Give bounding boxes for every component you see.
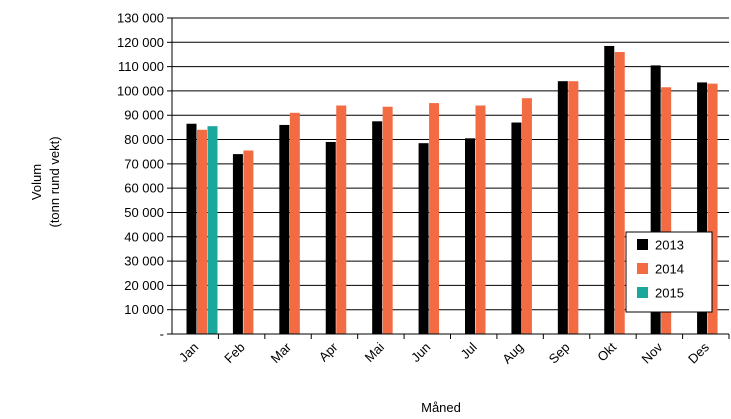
y-tick-label: 30 000 bbox=[124, 254, 164, 269]
y-tick-label: 80 000 bbox=[124, 132, 164, 147]
y-tick-label: 20 000 bbox=[124, 278, 164, 293]
y-axis-title-line2: (tonn rund vekt) bbox=[47, 136, 62, 227]
x-tick-label: Apr bbox=[316, 339, 341, 364]
y-tick-label: 90 000 bbox=[124, 108, 164, 123]
bar-Jun-2014 bbox=[429, 103, 440, 334]
y-tick-label: 40 000 bbox=[124, 229, 164, 244]
bar-Sep-2013 bbox=[557, 81, 568, 334]
bar-Nov-2013 bbox=[650, 65, 661, 335]
legend-swatch-2014 bbox=[637, 263, 648, 274]
bar-Feb-2013 bbox=[232, 154, 243, 334]
bar-Nov-2014 bbox=[661, 87, 672, 334]
y-tick-label: 120 000 bbox=[117, 35, 164, 50]
x-tick-label: Sep bbox=[546, 340, 573, 367]
legend: 2013 2014 2015 bbox=[625, 231, 713, 313]
x-axis-title: Måned bbox=[421, 400, 461, 415]
y-tick-label: - bbox=[160, 327, 164, 342]
bar-Apr-2014 bbox=[336, 105, 347, 334]
bar-Feb-2014 bbox=[243, 150, 254, 334]
bar-Jun-2013 bbox=[418, 143, 429, 334]
y-tick-label: 70 000 bbox=[124, 156, 164, 171]
y-tick-label: 100 000 bbox=[117, 83, 164, 98]
x-tick-label: Mai bbox=[362, 339, 387, 364]
y-tick-label: 10 000 bbox=[124, 302, 164, 317]
bar-Des-2014 bbox=[707, 83, 718, 334]
x-tick-label: Jan bbox=[176, 340, 201, 365]
x-tick-label: Aug bbox=[499, 340, 526, 367]
bar-Jan-2014 bbox=[197, 129, 207, 334]
x-tick-label: Des bbox=[685, 339, 712, 366]
x-tick-label: Mar bbox=[268, 339, 295, 366]
bar-Jan-2013 bbox=[186, 123, 197, 335]
bar-Mai-2013 bbox=[372, 121, 383, 334]
bar-Apr-2013 bbox=[325, 141, 336, 334]
bar-Mar-2014 bbox=[289, 112, 300, 334]
x-tick-label: Jul bbox=[457, 339, 479, 361]
x-tick-label: Nov bbox=[639, 339, 666, 366]
bar-Okt-2014 bbox=[614, 52, 625, 334]
axes bbox=[167, 17, 730, 339]
y-tick-label: 50 000 bbox=[124, 205, 164, 220]
bar-Jan-2015 bbox=[207, 126, 218, 334]
y-tick-label: 60 000 bbox=[124, 181, 164, 196]
bar-Mai-2014 bbox=[382, 106, 393, 334]
y-tick-label: 130 000 bbox=[117, 11, 164, 26]
bar-Des-2013 bbox=[697, 82, 708, 334]
gridlines bbox=[172, 17, 729, 311]
bar-Okt-2013 bbox=[604, 45, 615, 334]
y-tick-labels: - 10 000 20 000 30 000 40 000 50 000 60 000 70 … bbox=[117, 11, 164, 342]
y-tick-label: 110 000 bbox=[118, 59, 164, 74]
x-tick-label: Jun bbox=[408, 340, 433, 365]
legend-label-2013: 2013 bbox=[655, 238, 684, 253]
legend-swatch-2015 bbox=[637, 287, 648, 298]
legend-swatch-2013 bbox=[637, 239, 648, 250]
bar-Jul-2013 bbox=[465, 138, 475, 334]
bar-Mar-2013 bbox=[279, 124, 290, 334]
x-tick-labels: Jan Feb Mar Apr Mai Jun Jul Aug Sep Okt Nov Des bbox=[176, 339, 712, 366]
bar-Aug-2014 bbox=[521, 98, 532, 334]
y-axis-title-line1: Volum bbox=[29, 164, 44, 200]
x-tick-label: Feb bbox=[221, 340, 247, 366]
bars bbox=[186, 45, 718, 335]
bar-Jul-2014 bbox=[475, 105, 486, 334]
legend-label-2015: 2015 bbox=[655, 286, 684, 301]
legend-label-2014: 2014 bbox=[655, 262, 684, 277]
bar-Sep-2014 bbox=[568, 81, 579, 334]
x-tick-label: Okt bbox=[594, 339, 619, 364]
bar-Aug-2013 bbox=[511, 122, 522, 335]
